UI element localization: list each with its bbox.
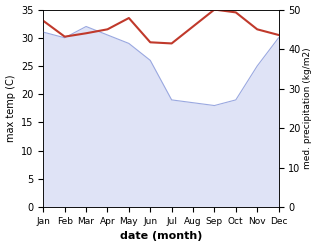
Y-axis label: med. precipitation (kg/m2): med. precipitation (kg/m2): [303, 48, 313, 169]
Y-axis label: max temp (C): max temp (C): [5, 75, 16, 142]
X-axis label: date (month): date (month): [120, 231, 202, 242]
